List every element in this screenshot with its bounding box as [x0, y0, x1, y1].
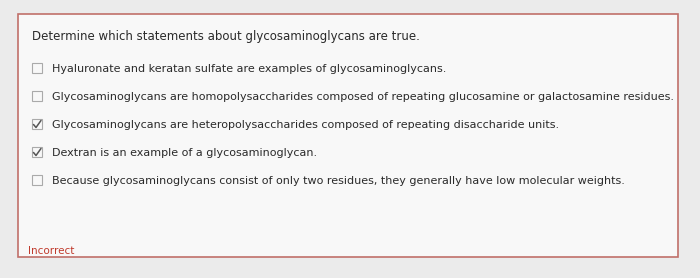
Text: Incorrect: Incorrect — [28, 246, 74, 256]
Text: Because glycosaminoglycans consist of only two residues, they generally have low: Because glycosaminoglycans consist of on… — [52, 176, 625, 186]
FancyBboxPatch shape — [32, 91, 42, 101]
Text: Determine which statements about glycosaminoglycans are true.: Determine which statements about glycosa… — [32, 30, 420, 43]
FancyBboxPatch shape — [32, 175, 42, 185]
FancyBboxPatch shape — [32, 63, 42, 73]
Text: Hyaluronate and keratan sulfate are examples of glycosaminoglycans.: Hyaluronate and keratan sulfate are exam… — [52, 64, 447, 74]
Text: Glycosaminoglycans are homopolysaccharides composed of repeating glucosamine or : Glycosaminoglycans are homopolysaccharid… — [52, 92, 674, 102]
Text: Glycosaminoglycans are heteropolysaccharides composed of repeating disaccharide : Glycosaminoglycans are heteropolysacchar… — [52, 120, 559, 130]
FancyBboxPatch shape — [32, 119, 42, 129]
FancyBboxPatch shape — [18, 14, 678, 257]
Text: Dextran is an example of a glycosaminoglycan.: Dextran is an example of a glycosaminogl… — [52, 148, 317, 158]
FancyBboxPatch shape — [32, 147, 42, 157]
